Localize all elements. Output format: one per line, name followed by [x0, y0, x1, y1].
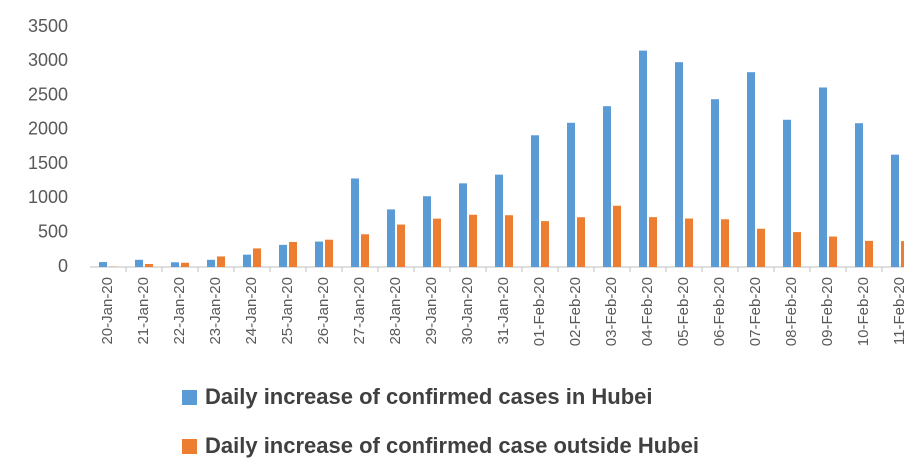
- bar: [757, 228, 765, 267]
- y-tick-label: 1000: [28, 187, 68, 207]
- legend-label: Daily increase of confirmed case outside…: [205, 433, 699, 458]
- bar: [891, 154, 899, 267]
- bar: [325, 239, 333, 267]
- bar: [459, 183, 467, 267]
- x-tick-label: 06-Feb-20: [711, 277, 728, 346]
- bar: [685, 218, 693, 267]
- y-tick-label: 3500: [28, 16, 68, 36]
- y-tick-label: 500: [38, 221, 68, 241]
- bar: [793, 232, 801, 267]
- bar: [207, 259, 215, 267]
- bar: [433, 218, 441, 267]
- bar: [243, 254, 251, 267]
- bar: [495, 174, 503, 267]
- bar: [135, 259, 143, 267]
- bar: [613, 205, 621, 267]
- bar: [901, 241, 904, 267]
- x-tick-label: 07-Feb-20: [747, 277, 764, 346]
- x-tick-label: 25-Jan-20: [279, 277, 296, 345]
- bar: [531, 135, 539, 267]
- bar: [639, 50, 647, 268]
- x-tick-label: 30-Jan-20: [459, 277, 476, 345]
- x-tick-label: 10-Feb-20: [855, 277, 872, 346]
- bar: [387, 209, 395, 267]
- y-tick-label: 1500: [28, 153, 68, 173]
- bar: [855, 123, 863, 267]
- x-tick-label: 20-Jan-20: [99, 277, 116, 345]
- x-tick-label: 22-Jan-20: [171, 277, 188, 345]
- bar: [783, 119, 791, 267]
- y-tick-label: 2500: [28, 84, 68, 104]
- y-tick-label: 2000: [28, 119, 68, 139]
- x-tick-label: 03-Feb-20: [603, 277, 620, 346]
- x-tick-label: 23-Jan-20: [207, 277, 224, 345]
- bar: [577, 217, 585, 267]
- x-tick-label: 28-Jan-20: [387, 277, 404, 345]
- bar: [181, 262, 189, 267]
- bar: [649, 217, 657, 267]
- x-tick-label: 31-Jan-20: [495, 277, 512, 345]
- bar: [603, 106, 611, 267]
- x-tick-label: 24-Jan-20: [243, 277, 260, 345]
- bar: [747, 72, 755, 267]
- bar: [397, 224, 405, 267]
- bar: [253, 248, 261, 267]
- bar: [469, 214, 477, 267]
- legend-swatch: [182, 390, 197, 405]
- x-tick-label: 26-Jan-20: [315, 277, 332, 345]
- bar: [217, 256, 225, 267]
- x-tick-label: 04-Feb-20: [639, 277, 656, 346]
- legend-swatch: [182, 439, 197, 454]
- bar: [505, 215, 513, 267]
- bar: [865, 240, 873, 267]
- bar: [145, 263, 153, 267]
- y-tick-label: 3000: [28, 50, 68, 70]
- bar: [361, 234, 369, 267]
- bar: [99, 262, 107, 267]
- x-tick-label: 29-Jan-20: [423, 277, 440, 345]
- y-tick-label: 0: [58, 256, 68, 276]
- bar: [315, 241, 323, 267]
- bar: [567, 122, 575, 268]
- bar: [541, 221, 549, 267]
- x-tick-label: 02-Feb-20: [567, 277, 584, 346]
- bar: [711, 99, 719, 267]
- bar: [351, 178, 359, 267]
- bar: [721, 219, 729, 267]
- bar: [289, 241, 297, 267]
- x-tick-label: 11-Feb-20: [891, 277, 904, 345]
- bar: [829, 236, 837, 267]
- x-tick-label: 09-Feb-20: [819, 277, 836, 346]
- x-tick-label: 08-Feb-20: [783, 277, 800, 346]
- bar: [675, 62, 683, 268]
- bar: [819, 87, 827, 267]
- x-tick-label: 21-Jan-20: [135, 277, 152, 345]
- x-tick-label: 01-Feb-20: [531, 277, 548, 346]
- legend-label: Daily increase of confirmed cases in Hub…: [205, 384, 653, 409]
- bar: [279, 244, 287, 267]
- bar: [423, 196, 431, 267]
- x-tick-label: 05-Feb-20: [675, 277, 692, 346]
- x-tick-label: 27-Jan-20: [351, 277, 368, 345]
- bar: [171, 262, 179, 267]
